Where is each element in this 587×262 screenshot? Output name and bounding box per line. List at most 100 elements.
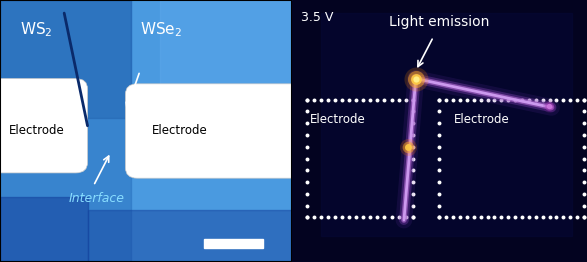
Point — [531, 97, 541, 102]
Bar — [87, 210, 292, 262]
Point — [504, 215, 513, 220]
Point — [579, 215, 587, 220]
Point — [476, 215, 485, 220]
Point — [434, 168, 444, 172]
Point — [302, 97, 311, 102]
Point — [404, 145, 413, 149]
Point — [302, 215, 311, 220]
Point — [565, 97, 575, 102]
Point — [579, 168, 587, 172]
Point — [380, 97, 389, 102]
Point — [345, 97, 354, 102]
Point — [579, 180, 587, 184]
Point — [456, 215, 465, 220]
Point — [401, 97, 410, 102]
Point — [565, 215, 575, 220]
Point — [524, 97, 534, 102]
Point — [316, 97, 325, 102]
Point — [490, 97, 499, 102]
Point — [394, 97, 403, 102]
Point — [462, 97, 471, 102]
Bar — [0, 196, 87, 262]
Point — [517, 97, 527, 102]
Point — [373, 97, 382, 102]
Point — [302, 145, 311, 149]
Point — [302, 204, 311, 208]
Point — [545, 97, 554, 102]
Point — [538, 215, 548, 220]
Point — [352, 215, 361, 220]
Point — [448, 215, 458, 220]
Point — [434, 145, 444, 149]
Text: Electrode: Electrode — [454, 113, 510, 126]
Point — [302, 180, 311, 184]
Point — [408, 121, 417, 125]
Point — [302, 168, 311, 172]
Point — [323, 97, 332, 102]
Point — [434, 215, 444, 220]
Point — [524, 215, 534, 220]
Text: Electrode: Electrode — [9, 124, 65, 137]
Point — [411, 77, 420, 81]
Point — [552, 215, 561, 220]
Text: WS$_2$: WS$_2$ — [21, 20, 53, 39]
Point — [309, 215, 318, 220]
Bar — [321, 13, 572, 236]
Point — [434, 133, 444, 137]
Point — [366, 215, 375, 220]
Point — [359, 215, 368, 220]
Text: Electrode: Electrode — [151, 124, 207, 137]
Point — [408, 215, 417, 220]
Point — [302, 156, 311, 161]
Point — [408, 97, 417, 102]
Point — [373, 215, 382, 220]
Point — [401, 215, 410, 220]
Bar — [0, 0, 131, 118]
Text: Electrode: Electrode — [309, 113, 365, 126]
Point — [572, 215, 582, 220]
Point — [434, 109, 444, 113]
Point — [404, 145, 413, 149]
Point — [408, 156, 417, 161]
Point — [366, 97, 375, 102]
Point — [511, 215, 520, 220]
Bar — [204, 239, 262, 248]
Point — [408, 215, 417, 220]
Point — [579, 204, 587, 208]
Point — [411, 77, 420, 81]
Point — [579, 97, 587, 102]
Point — [579, 133, 587, 137]
Point — [559, 215, 568, 220]
Point — [476, 97, 485, 102]
Point — [434, 121, 444, 125]
Point — [338, 97, 347, 102]
Point — [544, 104, 554, 108]
Point — [404, 145, 413, 149]
Point — [387, 215, 396, 220]
Point — [408, 204, 417, 208]
Point — [394, 215, 403, 220]
Point — [469, 215, 478, 220]
Point — [434, 156, 444, 161]
Point — [511, 97, 520, 102]
Point — [345, 215, 354, 220]
Text: Interface: Interface — [68, 192, 124, 205]
Point — [302, 97, 311, 102]
Point — [302, 133, 311, 137]
Text: WSe$_2$: WSe$_2$ — [140, 20, 182, 39]
Point — [338, 215, 347, 220]
Point — [434, 97, 444, 102]
Point — [544, 104, 554, 108]
Point — [330, 215, 339, 220]
Point — [411, 77, 420, 81]
Point — [559, 97, 568, 102]
Point — [483, 215, 492, 220]
Point — [490, 215, 499, 220]
Point — [408, 180, 417, 184]
Text: Light emission: Light emission — [389, 15, 490, 29]
Point — [380, 215, 389, 220]
Point — [302, 109, 311, 113]
Point — [352, 97, 361, 102]
Text: 3.5 V: 3.5 V — [301, 11, 333, 24]
Point — [545, 215, 554, 220]
